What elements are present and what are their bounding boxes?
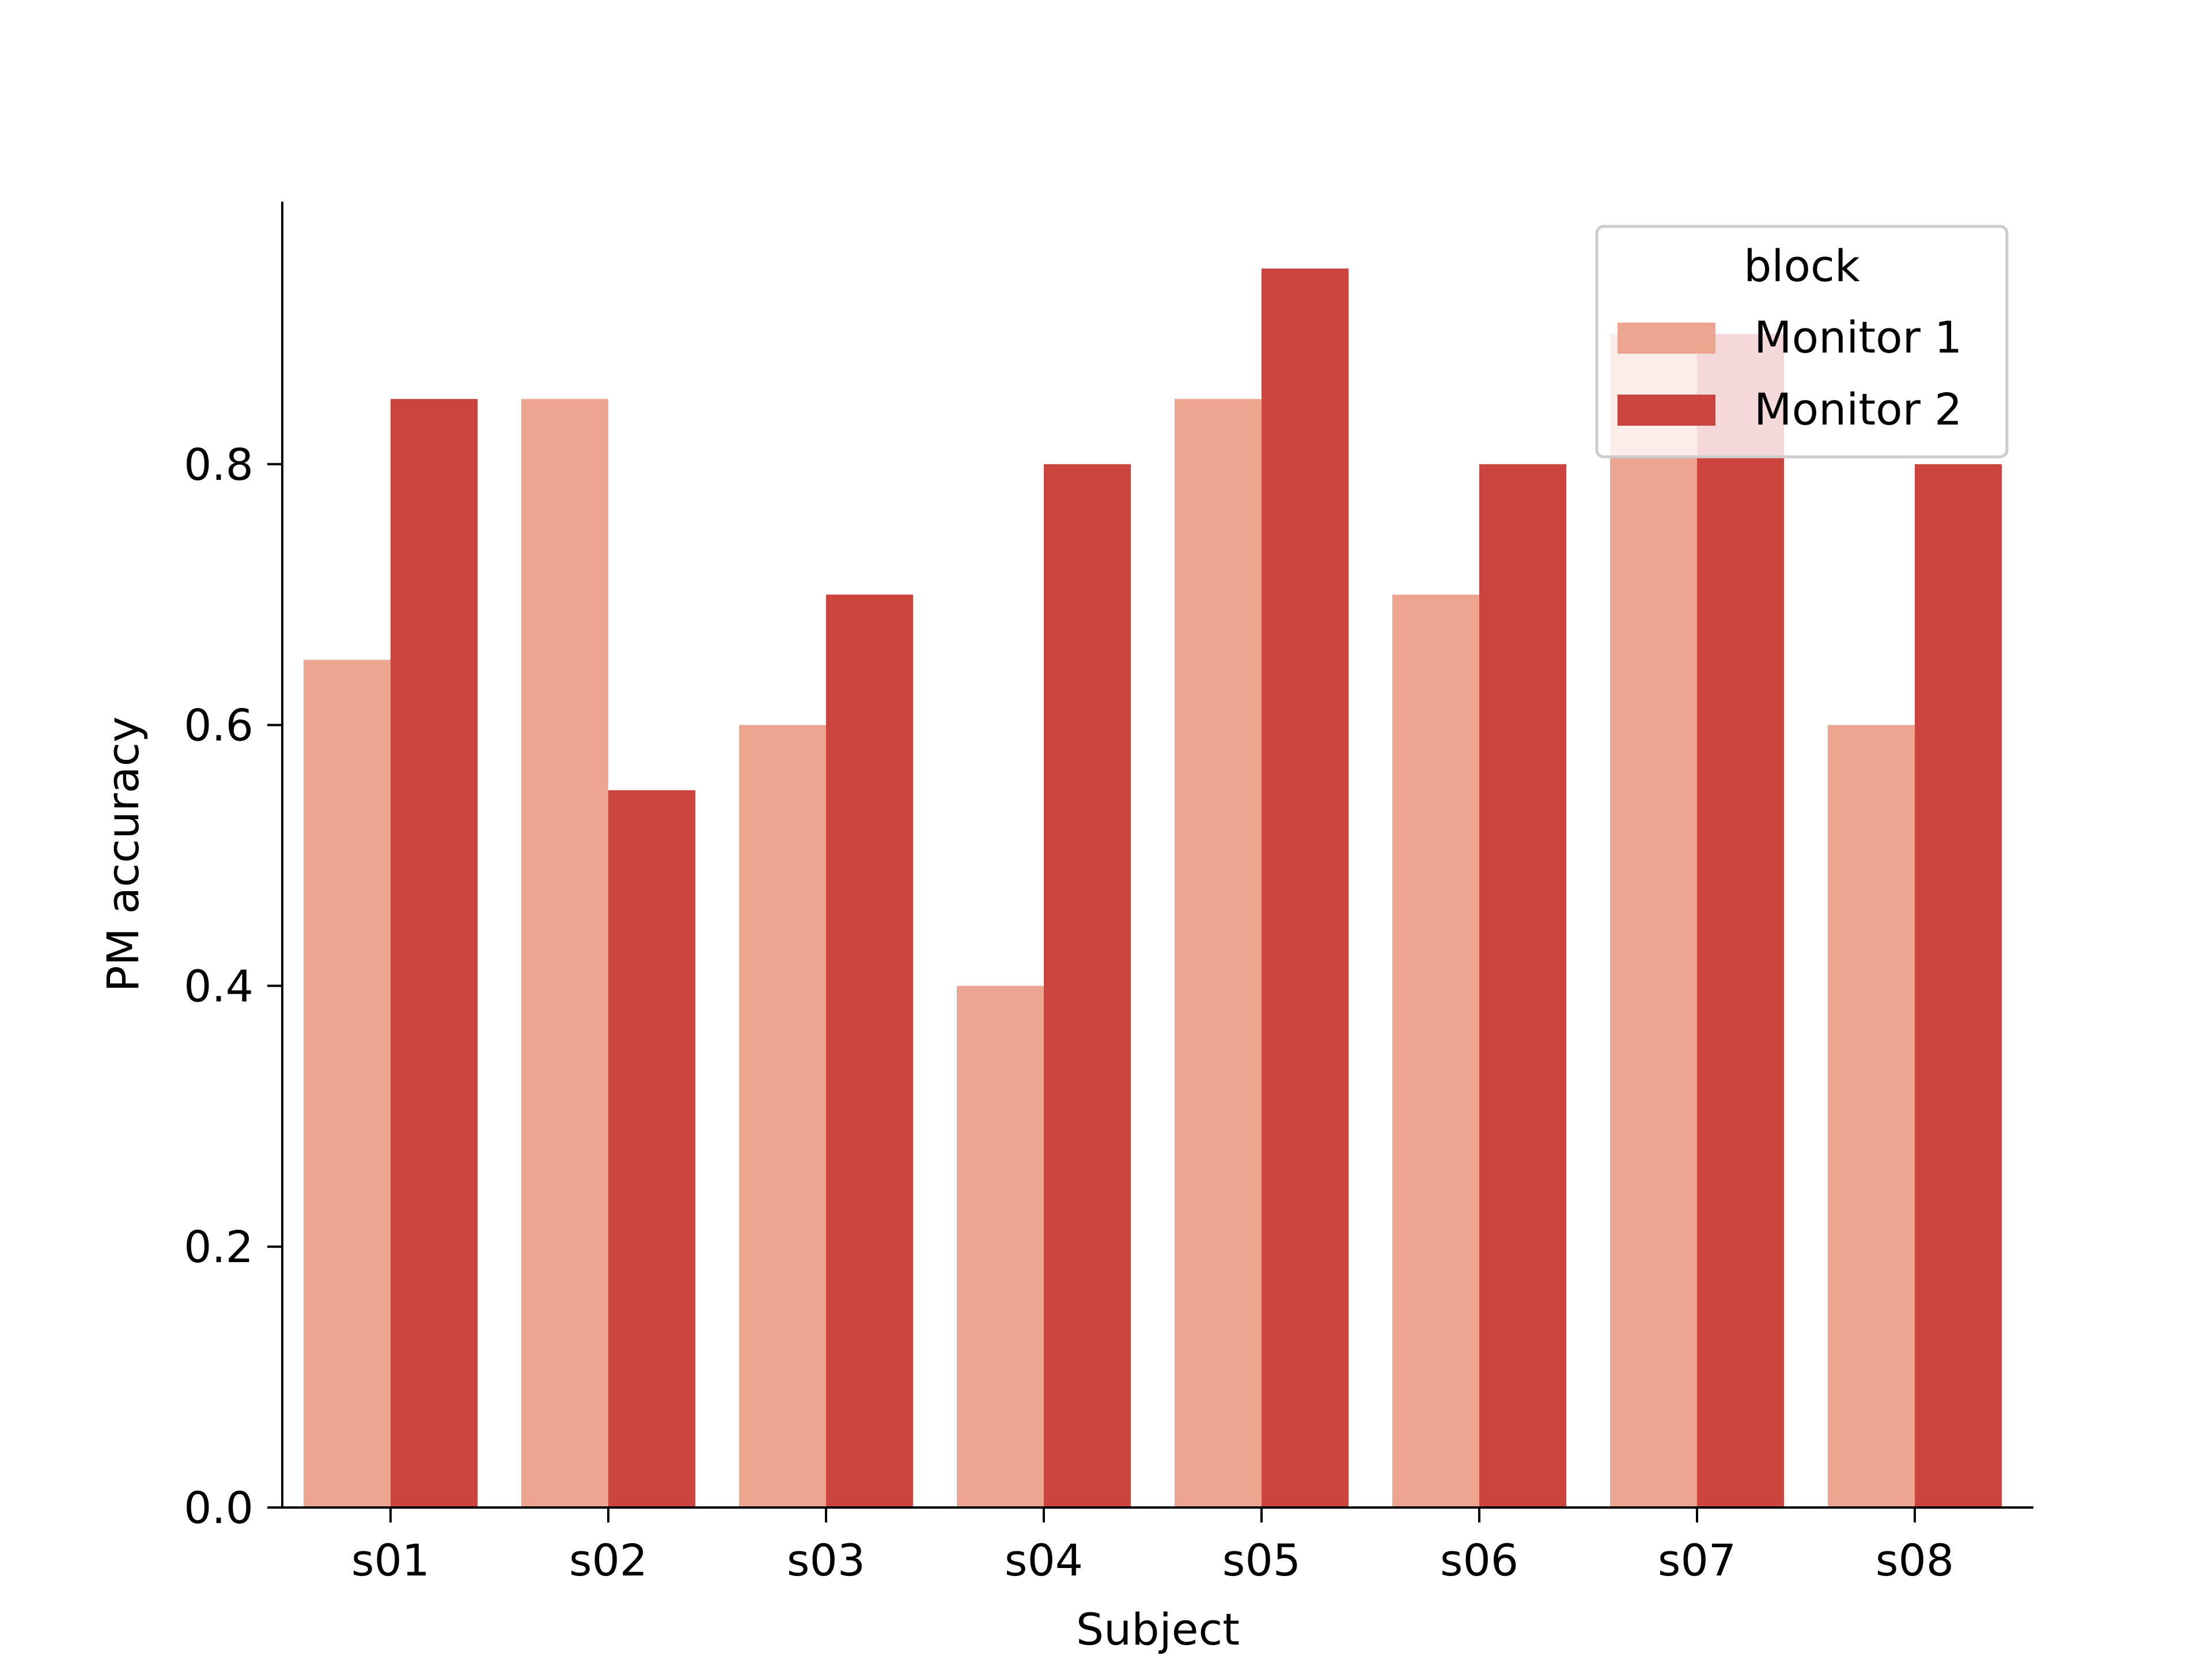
- y-ticks: 0.0 0.2 0.4 0.6 0.8: [184, 439, 282, 1533]
- bar-s07-monitor-2: [1697, 334, 1784, 1508]
- bar-s01-monitor-2: [391, 399, 478, 1508]
- x-tick-label-s05: s05: [1222, 1535, 1301, 1586]
- bar-s03-monitor-2: [826, 594, 913, 1508]
- y-tick-label: 0.0: [184, 1482, 253, 1533]
- legend-title: block: [1744, 240, 1860, 291]
- x-ticks: s01 s02 s03 s04 s05 s06 s07 s08: [351, 1508, 1954, 1586]
- legend-swatch-monitor-1: [1618, 323, 1715, 354]
- x-axis-label: Subject: [1076, 1604, 1240, 1655]
- x-tick-label-s08: s08: [1876, 1535, 1954, 1586]
- bars: [304, 268, 2002, 1508]
- bar-s01-monitor-1: [304, 660, 391, 1508]
- bar-s05-monitor-2: [1262, 268, 1349, 1508]
- bar-s02-monitor-2: [608, 790, 695, 1508]
- bar-s07-monitor-1: [1610, 334, 1697, 1508]
- bar-s08-monitor-1: [1828, 725, 1915, 1508]
- y-tick-label: 0.8: [184, 439, 253, 490]
- bar-s06-monitor-1: [1392, 594, 1479, 1508]
- bar-s04-monitor-1: [957, 986, 1044, 1508]
- x-tick-label-s02: s02: [569, 1535, 647, 1586]
- y-tick-label: 0.4: [184, 960, 253, 1012]
- x-tick-label-s06: s06: [1440, 1535, 1518, 1586]
- x-tick-label-s04: s04: [1005, 1535, 1083, 1586]
- y-axis-label: PM accuracy: [97, 717, 149, 992]
- x-tick-label-s01: s01: [351, 1535, 430, 1586]
- y-tick-label: 0.2: [184, 1221, 253, 1272]
- x-tick-label-s07: s07: [1658, 1535, 1736, 1586]
- legend: block Monitor 1 Monitor 2: [1595, 225, 2009, 459]
- y-tick-label: 0.6: [184, 700, 253, 751]
- legend-label-monitor-2: Monitor 2: [1754, 384, 1962, 435]
- bar-s08-monitor-2: [1915, 464, 2002, 1508]
- bar-s06-monitor-2: [1479, 464, 1566, 1508]
- legend-swatch-monitor-2: [1618, 395, 1715, 426]
- bar-s03-monitor-1: [739, 725, 826, 1508]
- bar-s05-monitor-1: [1175, 399, 1262, 1508]
- x-tick-label-s03: s03: [787, 1535, 865, 1586]
- bar-s02-monitor-1: [521, 399, 608, 1508]
- legend-label-monitor-1: Monitor 1: [1754, 312, 1962, 363]
- bar-s04-monitor-2: [1044, 464, 1131, 1508]
